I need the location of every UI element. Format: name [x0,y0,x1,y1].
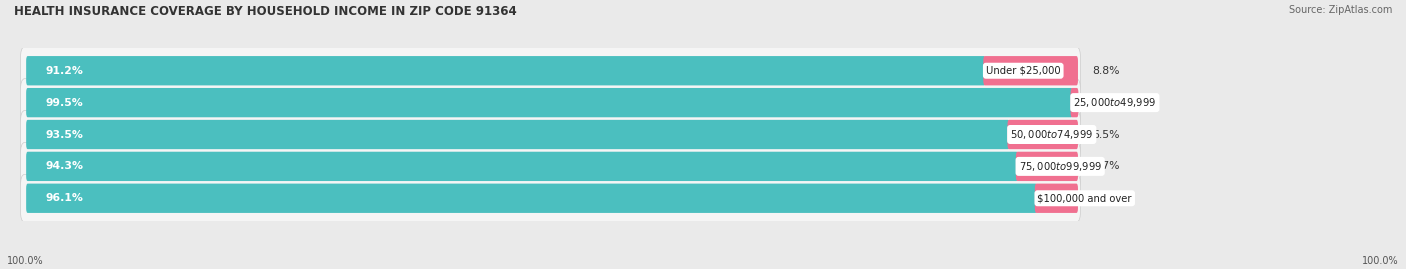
Text: $50,000 to $74,999: $50,000 to $74,999 [1010,128,1094,141]
Text: 93.5%: 93.5% [45,129,83,140]
FancyBboxPatch shape [20,79,1081,126]
Text: $25,000 to $49,999: $25,000 to $49,999 [1073,96,1157,109]
Text: 99.5%: 99.5% [45,98,83,108]
FancyBboxPatch shape [27,152,1018,181]
FancyBboxPatch shape [983,56,1078,85]
Text: 8.8%: 8.8% [1092,66,1119,76]
Text: $100,000 and over: $100,000 and over [1038,193,1132,203]
Text: Source: ZipAtlas.com: Source: ZipAtlas.com [1288,5,1392,15]
Text: 96.1%: 96.1% [45,193,83,203]
Text: 94.3%: 94.3% [45,161,83,171]
FancyBboxPatch shape [20,111,1081,158]
FancyBboxPatch shape [20,174,1081,222]
Text: 0.54%: 0.54% [1092,98,1128,108]
FancyBboxPatch shape [27,120,1010,149]
FancyBboxPatch shape [1070,88,1078,117]
FancyBboxPatch shape [27,184,1038,213]
FancyBboxPatch shape [1017,152,1078,181]
Text: Under $25,000: Under $25,000 [986,66,1060,76]
Text: 5.7%: 5.7% [1092,161,1119,171]
FancyBboxPatch shape [20,143,1081,190]
Text: 100.0%: 100.0% [1362,256,1399,266]
FancyBboxPatch shape [20,47,1081,95]
Text: 100.0%: 100.0% [7,256,44,266]
FancyBboxPatch shape [27,56,986,85]
FancyBboxPatch shape [27,88,1073,117]
Text: HEALTH INSURANCE COVERAGE BY HOUSEHOLD INCOME IN ZIP CODE 91364: HEALTH INSURANCE COVERAGE BY HOUSEHOLD I… [14,5,517,18]
Text: 6.5%: 6.5% [1092,129,1119,140]
Text: 91.2%: 91.2% [45,66,83,76]
Text: 3.9%: 3.9% [1092,193,1119,203]
FancyBboxPatch shape [1035,184,1078,213]
FancyBboxPatch shape [1008,120,1078,149]
Text: $75,000 to $99,999: $75,000 to $99,999 [1018,160,1102,173]
